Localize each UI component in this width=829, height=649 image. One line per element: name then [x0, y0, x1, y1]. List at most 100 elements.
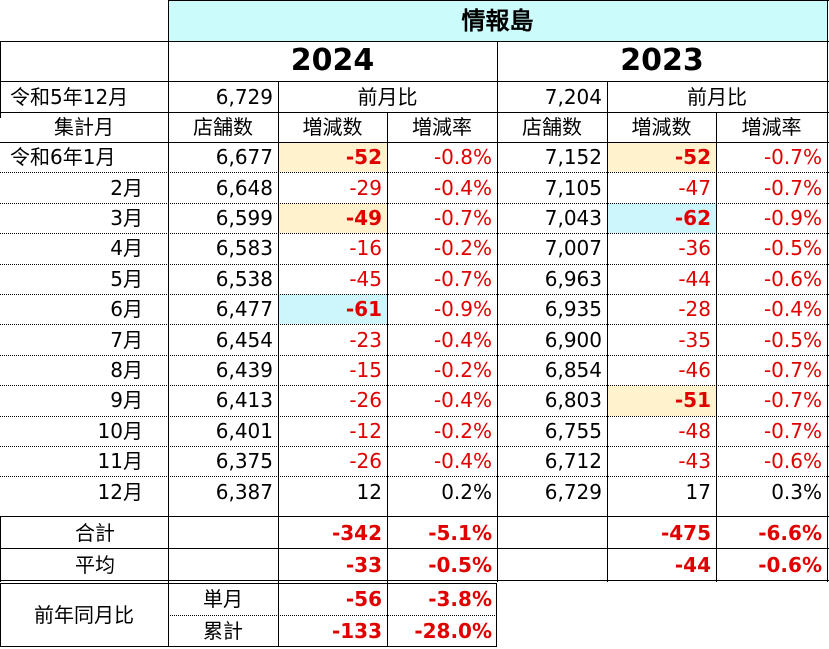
grid-line [0, 548, 829, 549]
average-rate-2024: -0.5% [428, 553, 492, 577]
table-cell-month: 4月 [110, 236, 143, 261]
table-cell-c23: -46 [678, 357, 711, 382]
grid-line [0, 583, 497, 584]
grid-line [0, 516, 1, 582]
year-header-2023: 2023 [620, 43, 704, 78]
total-label: 合計 [75, 521, 115, 545]
table-cell-c24: -29 [349, 175, 382, 200]
yoy-cumulative-change: -133 [331, 619, 382, 643]
table-cell-s24: 6,538 [215, 266, 273, 291]
table-cell-r23: 0.3% [771, 479, 822, 504]
table-cell-s24: 6,677 [215, 145, 273, 170]
table-cell-s23: 6,854 [544, 357, 602, 382]
table-cell-c24: -52 [278, 142, 387, 173]
grid-dotted-line [0, 172, 829, 174]
total-rate-2023: -6.6% [758, 521, 822, 545]
table-cell-r24: -0.4% [433, 175, 492, 200]
table-cell-s24: 6,439 [215, 357, 273, 382]
table-cell-month: 令和6年1月 [10, 145, 116, 170]
header-rate-2024: 増減率 [412, 115, 472, 139]
table-cell-s23: 6,755 [544, 418, 602, 443]
table-cell-s23: 6,803 [544, 388, 602, 413]
grid-dotted-line [0, 385, 829, 387]
grid-line [716, 112, 717, 582]
table-cell-r24: -0.2% [433, 418, 492, 443]
table-cell-r23: -0.7% [763, 418, 822, 443]
table-cell-month: 6月 [110, 297, 143, 322]
table-cell-c23: -28 [678, 297, 711, 322]
grid-line [0, 142, 829, 143]
table-cell-s24: 6,454 [215, 327, 273, 352]
table-cell-month: 2月 [110, 175, 143, 200]
table-cell-s23: 6,900 [544, 327, 602, 352]
header-rate-2023: 増減率 [741, 115, 802, 139]
table-cell-r24: -0.7% [433, 205, 492, 230]
mom-label-2023: 前月比 [687, 84, 747, 109]
table-cell-c24: -16 [349, 236, 382, 261]
table-cell-month: 10月 [97, 418, 143, 443]
header-stores-2024: 店舗数 [193, 115, 253, 139]
table-cell-r24: -0.4% [433, 449, 492, 474]
table-cell-c23: -62 [607, 202, 716, 234]
yoy-single-label: 単月 [203, 587, 243, 611]
table-cell-r23: -0.4% [763, 297, 822, 322]
total-change-2023: -475 [660, 521, 711, 545]
grid-line [0, 646, 497, 647]
table-cell-c24: -49 [278, 202, 387, 234]
yoy-cumulative-rate: -28.0% [414, 619, 492, 643]
table-cell-month: 7月 [110, 327, 143, 352]
table-cell-c24: -61 [278, 294, 387, 325]
table-cell-r23: -0.6% [763, 449, 822, 474]
grid-line [0, 81, 829, 82]
yoy-cumulative-label: 累計 [203, 619, 243, 643]
table-cell-r23: -0.7% [763, 357, 822, 382]
header-change-2023: 増減数 [631, 115, 692, 139]
table-cell-c23: -48 [678, 418, 711, 443]
base-stores-2024: 6,729 [215, 84, 273, 109]
table-cell-r24: -0.4% [433, 388, 492, 413]
table-cell-s24: 6,648 [215, 175, 273, 200]
table-cell-r23: -0.5% [763, 236, 822, 261]
header-period: 集計月 [54, 115, 114, 139]
header-change-2024: 増減数 [302, 115, 363, 139]
table-cell-r24: -0.9% [433, 297, 492, 322]
table-cell-c24: -15 [349, 357, 382, 382]
grid-dotted-line [0, 354, 829, 356]
grid-dotted-line [0, 263, 829, 265]
table-cell-s23: 6,963 [544, 266, 602, 291]
grid-dotted-line [0, 233, 829, 235]
table-cell-month: 5月 [110, 266, 143, 291]
table-cell-r23: -0.5% [763, 327, 822, 352]
table-cell-r24: -0.2% [433, 357, 492, 382]
base-stores-2023: 7,204 [544, 84, 602, 109]
table-title: 情報島 [168, 0, 827, 41]
table-cell-c23: -36 [678, 236, 711, 261]
yoy-single-rate: -3.8% [428, 587, 492, 611]
table-cell-s23: 6,729 [544, 479, 602, 504]
yoy-label: 前年同月比 [34, 603, 134, 627]
table-cell-r24: -0.7% [433, 266, 492, 291]
table-cell-c24: -45 [349, 266, 382, 291]
table-cell-c24: -26 [349, 388, 382, 413]
table-cell-s24: 6,413 [215, 388, 273, 413]
grid-line [0, 41, 829, 42]
grid-dotted-line [0, 324, 829, 326]
table-cell-c23: -44 [678, 266, 711, 291]
table-cell-month: 8月 [110, 357, 143, 382]
grid-line [607, 81, 608, 582]
table-cell-c24: -23 [349, 327, 382, 352]
table-cell-s24: 6,387 [215, 479, 273, 504]
grid-line [497, 41, 498, 582]
grid-line [168, 41, 169, 647]
table-cell-c23: -51 [607, 385, 716, 416]
grid-dotted-line [0, 294, 829, 295]
table-cell-s23: 7,152 [544, 145, 602, 170]
table-cell-r23: -0.7% [763, 145, 822, 170]
grid-line [827, 0, 828, 582]
grid-line [168, 0, 169, 41]
table-cell-r23: -0.7% [763, 175, 822, 200]
total-change-2024: -342 [331, 521, 382, 545]
grid-dotted-line [0, 415, 829, 417]
yoy-single-change: -56 [345, 587, 382, 611]
table-cell-s23: 6,935 [544, 297, 602, 322]
